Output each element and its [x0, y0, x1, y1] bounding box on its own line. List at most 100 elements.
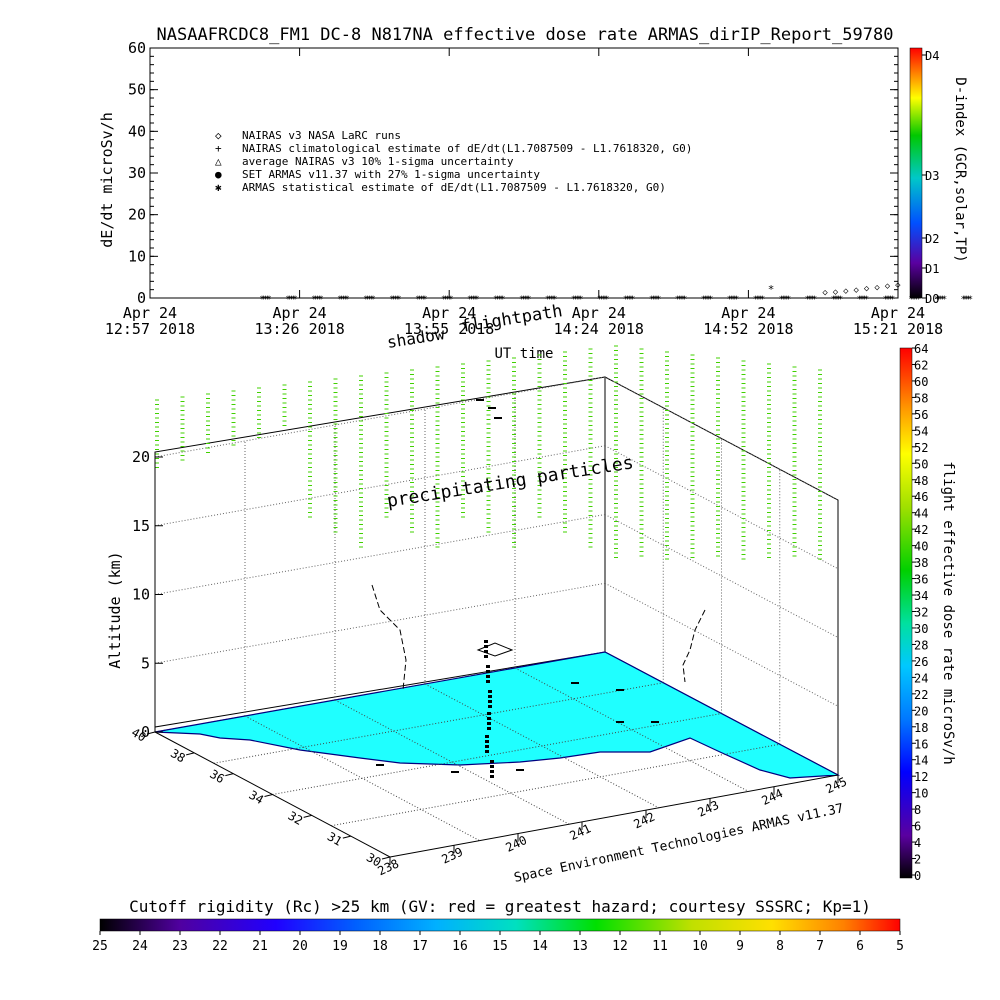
- wall-grid-line: [604, 514, 839, 638]
- armas-marker: *: [493, 295, 498, 305]
- dose-tick-label: 38: [914, 556, 928, 570]
- armas-marker: *: [768, 283, 775, 296]
- armas-marker: *: [343, 295, 348, 305]
- armas-marker: *: [341, 295, 346, 305]
- annotation-precipitating-particles: precipitating particles: [385, 452, 634, 512]
- top-y-axis: 0 10 20 30 40 50 60: [128, 39, 898, 307]
- dose-tick-label: 16: [914, 737, 928, 751]
- armas-marker: *: [367, 295, 372, 305]
- credit-text: Space Environment Technologies ARMAS v11…: [513, 801, 845, 886]
- armas-marker: *: [909, 295, 914, 305]
- armas-marker: *: [938, 295, 943, 305]
- armas-marker: *: [344, 295, 349, 305]
- armas-marker: *: [415, 295, 420, 305]
- armas-marker: *: [495, 295, 500, 305]
- wall-grid-line: [154, 514, 606, 595]
- altitude-tick-label: 10: [132, 586, 150, 604]
- armas-marker: *: [393, 295, 398, 305]
- armas-marker: *: [602, 295, 607, 305]
- cutoff-rigidity-ticks: 25 24 23 22 21 20 19 18 17 16 15 14 13 12 11 10 9 8 7 6 5: [92, 931, 904, 954]
- flightpath-trace: [371, 584, 407, 691]
- top-y-tick-label: 60: [128, 39, 146, 57]
- top-series-markers: ***** ***** ***** ***** ***** ***** ***** *****…: [259, 281, 973, 305]
- cutoff-rigidity-tick-label: 13: [572, 939, 588, 954]
- flightpath-marker: [487, 717, 491, 720]
- armas-marker: *: [682, 295, 687, 305]
- top-panel: NASAAFRCDC8_FM1 DC-8 N817NA effective do…: [98, 25, 973, 362]
- top-x-tick-label-time: 15:21 2018: [853, 320, 943, 338]
- armas-marker: *: [806, 295, 811, 305]
- top-y-tick-label: 20: [128, 206, 146, 224]
- dose-tick-label: 40: [914, 540, 928, 554]
- armas-marker: *: [287, 295, 292, 305]
- armas-marker: *: [498, 295, 503, 305]
- flightpath-marker: [487, 727, 491, 730]
- armas-marker: *: [369, 295, 374, 305]
- nairas-marker: ◇: [854, 285, 860, 295]
- armas-marker: *: [521, 295, 526, 305]
- latitude-tick: [146, 731, 156, 735]
- armas-marker: *: [266, 295, 271, 305]
- flightpath-marker: [476, 399, 484, 401]
- top-x-tick-label-time: 12:57 2018: [105, 320, 195, 338]
- armas-marker: *: [838, 295, 843, 305]
- top-y-tick-label: 0: [137, 289, 146, 307]
- nairas-marker: ◇: [895, 281, 901, 291]
- latitude-tick-label: 32: [286, 809, 306, 828]
- flightpath-marker: [486, 665, 490, 668]
- cutoff-rigidity-tick-label: 9: [736, 939, 744, 954]
- armas-marker: *: [836, 295, 841, 305]
- armas-marker: *: [862, 295, 867, 305]
- armas-marker: *: [443, 295, 448, 305]
- cutoff-rigidity-tick-label: 19: [332, 939, 348, 954]
- dose-tick-label: 0: [914, 869, 921, 883]
- d-index-tick-label: D1: [925, 262, 939, 276]
- dose-tick-label: 30: [914, 622, 928, 636]
- armas-marker: *: [914, 295, 919, 305]
- altitude-tick-label: 5: [141, 654, 150, 672]
- cutoff-rigidity-tick-label: 20: [292, 939, 308, 954]
- latitude-tick-label: 38: [168, 746, 188, 765]
- flightpath-marker: [485, 735, 489, 738]
- dose-tick-label: 18: [914, 721, 928, 735]
- flightpath-marker: [488, 690, 492, 693]
- top-x-tick-label-time: 14:24 2018: [554, 320, 644, 338]
- wall-grid-line: [154, 376, 606, 458]
- armas-marker: *: [500, 295, 505, 305]
- armas-marker: *: [656, 295, 661, 305]
- armas-marker: *: [786, 295, 791, 305]
- cutoff-rigidity-tick-label: 24: [132, 939, 148, 954]
- latitude-tick: [186, 752, 195, 756]
- armas-marker: *: [678, 295, 683, 305]
- precipitating-particle-ticks: [155, 345, 822, 560]
- dose-tick-label: 48: [914, 474, 928, 488]
- flightpath-markers: [371, 399, 706, 778]
- d-index-tick-label: D3: [925, 169, 939, 183]
- top-x-tick-label-date: Apr 24: [422, 304, 476, 322]
- dose-colorbar-ticks: 0246810121416182022242628303234363840424…: [912, 342, 928, 883]
- dose-tick-label: 42: [914, 523, 928, 537]
- flightpath-marker: [484, 640, 488, 643]
- flightpath-marker: [490, 770, 494, 773]
- legend-label: average NAIRAS v3 10% 1-sigma uncertaint…: [242, 155, 514, 168]
- cutoff-rigidity-tick-label: 5: [896, 939, 904, 954]
- dose-tick-label: 46: [914, 490, 928, 504]
- nairas-marker: ◇: [843, 287, 849, 297]
- flightpath-trace: [682, 609, 706, 683]
- armas-marker: *: [317, 295, 322, 305]
- flightpath-marker: [490, 775, 494, 778]
- armas-marker: *: [578, 295, 583, 305]
- armas-marker: *: [445, 295, 450, 305]
- ground-grid-line: [334, 699, 570, 825]
- armas-marker: *: [860, 295, 865, 305]
- armas-marker: *: [448, 295, 453, 305]
- armas-marker: *: [758, 295, 763, 305]
- cutoff-rigidity-tick-label: 16: [452, 939, 468, 954]
- armas-marker: *: [497, 295, 502, 305]
- armas-marker: *: [549, 295, 554, 305]
- armas-marker: *: [474, 295, 479, 305]
- ground-grid-line: [272, 713, 722, 795]
- cutoff-rigidity-tick-label: 10: [692, 939, 708, 954]
